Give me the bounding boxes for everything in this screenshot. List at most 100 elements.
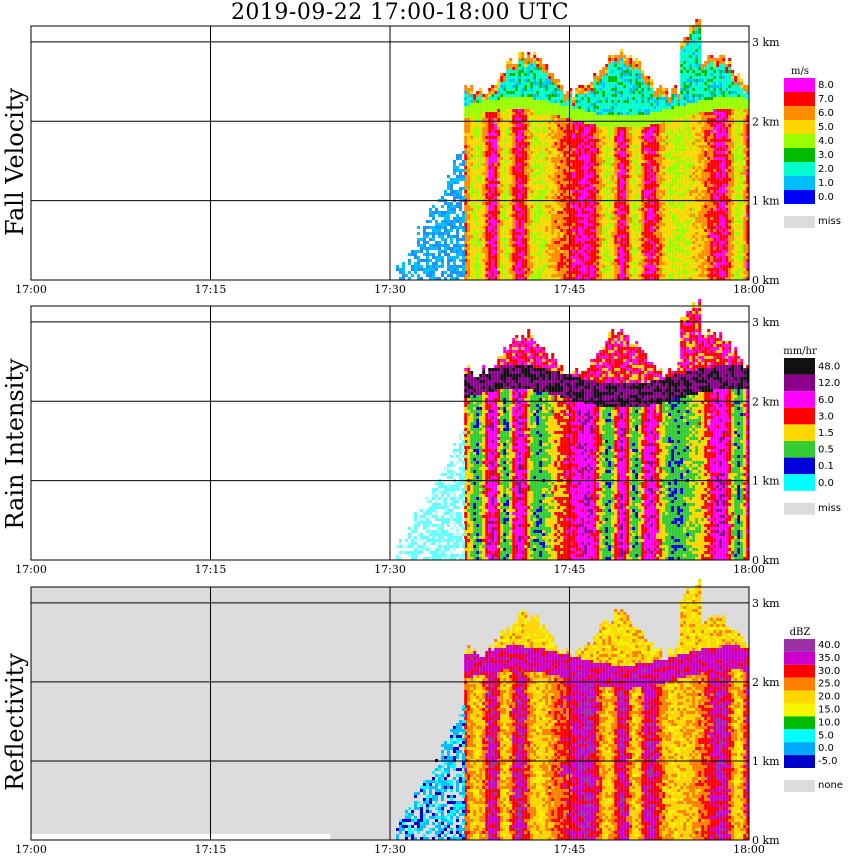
x-tick-label: 17:45 — [554, 563, 586, 576]
colorbar-label: 0.0 — [818, 192, 834, 203]
colorbar-swatch — [784, 162, 815, 176]
colorbar: dBZ 40.0 35.0 30.0 25.0 20.0 15.010.0 5.0 0.0 -5.… — [784, 627, 843, 792]
surface-clear-strip — [31, 834, 331, 840]
colorbar-swatch — [784, 690, 815, 704]
x-tick-label: 18:00 — [733, 843, 765, 856]
colorbar-label: 3.0 — [818, 150, 834, 161]
colorbar-swatch — [784, 374, 815, 392]
colorbar-missing-swatch — [784, 780, 815, 792]
colorbar-missing-label: miss — [818, 503, 841, 514]
x-tick-label: 17:45 — [554, 283, 586, 296]
x-tick-label: 17:15 — [195, 563, 227, 576]
colorbar-swatch — [784, 639, 815, 652]
colorbar-label: 10.0 — [818, 717, 840, 728]
colorbar-swatch — [784, 742, 815, 756]
colorbar-missing-label: miss — [818, 216, 841, 227]
y-tick-label: 0 km — [752, 274, 780, 287]
colorbar-label: 35.0 — [818, 653, 840, 664]
colorbar-label: 5.0 — [818, 730, 834, 741]
colorbar-missing-label: none — [818, 780, 843, 791]
colorbar-swatch — [784, 106, 815, 120]
y-tick-label: 3 km — [752, 597, 780, 610]
colorbar-swatch — [784, 441, 815, 458]
colorbar-label: 8.0 — [818, 80, 834, 91]
colorbar-label: 1.5 — [818, 428, 834, 439]
colorbar-label: 0.1 — [818, 461, 834, 472]
colorbar-label: 15.0 — [818, 705, 840, 716]
colorbar-label: 40.0 — [818, 640, 840, 651]
colorbar-swatch — [784, 716, 815, 730]
x-tick-label: 17:15 — [195, 283, 227, 296]
colorbar-swatch — [784, 190, 815, 204]
colorbar-swatch — [784, 474, 815, 491]
colorbar-swatch — [784, 703, 815, 717]
colorbar-swatch — [784, 407, 815, 425]
colorbar-swatch — [784, 755, 815, 768]
x-tick-label: 17:00 — [15, 563, 47, 576]
colorbar-swatch — [784, 677, 815, 691]
y-tick-label: 2 km — [752, 676, 780, 689]
y-tick-label: 1 km — [752, 475, 780, 488]
y-tick-label: 0 km — [752, 554, 780, 567]
panel-frame — [30, 586, 750, 841]
colorbar-swatch — [784, 176, 815, 190]
x-tick-label: 17:30 — [374, 283, 406, 296]
x-tick-label: 18:00 — [733, 283, 765, 296]
data-field — [395, 19, 750, 280]
colorbar-label: 2.0 — [818, 164, 834, 175]
x-tick-label: 17:15 — [195, 843, 227, 856]
colorbar-swatch — [784, 729, 815, 743]
colorbar-label: 5.0 — [818, 122, 834, 133]
colorbar: m/s 8.0 7.0 6.0 5.0 4.0 3.0 2.0 1.0 0.0 miss — [784, 66, 841, 228]
colorbar-swatch — [784, 92, 815, 106]
colorbar-label: 25.0 — [818, 679, 840, 690]
y-tick-label: 2 km — [752, 115, 780, 128]
panel-rain-intensity: 17:00 17:15 17:30 17:45 18:000 km 1 km 2 km 3 k… — [15, 299, 841, 576]
colorbar-label: 0.5 — [818, 445, 834, 456]
colorbar-swatch — [784, 391, 815, 408]
x-tick-label: 17:45 — [554, 843, 586, 856]
figure-title: 2019-09-22 17:00-18:00 UTC — [0, 0, 800, 25]
colorbar-swatch — [784, 148, 815, 162]
colorbar-swatch — [784, 120, 815, 134]
panel-reflectivity: 17:00 17:15 17:30 17:45 18:000 km 1 km 2 km 3 k… — [15, 579, 843, 856]
panel-fall-velocity: 17:00 17:15 17:30 17:45 18:000 km 1 km 2 km 3 k… — [15, 19, 841, 296]
colorbar-unit: dBZ — [790, 627, 811, 638]
panel-frame — [30, 25, 750, 281]
colorbar-label: 1.0 — [818, 178, 834, 189]
colorbar-swatch — [784, 134, 815, 148]
data-field — [395, 579, 750, 840]
data-field — [395, 299, 750, 560]
colorbar-label: -5.0 — [818, 756, 838, 767]
colorbar-label: 6.0 — [818, 108, 834, 119]
colorbar-label: 0.0 — [818, 743, 834, 754]
colorbar-label: 20.0 — [818, 692, 840, 703]
colorbar-missing-swatch — [784, 502, 815, 515]
colorbar-label: 0.0 — [818, 478, 834, 489]
colorbar-swatch — [784, 78, 815, 92]
x-tick-label: 17:00 — [15, 843, 47, 856]
y-tick-label: 1 km — [752, 755, 780, 768]
colorbar-swatch — [784, 457, 815, 475]
colorbar-label: 4.0 — [818, 136, 834, 147]
colorbar-unit: m/s — [791, 66, 809, 77]
colorbar-swatch — [784, 424, 815, 441]
x-tick-label: 17:00 — [15, 283, 47, 296]
x-tick-label: 18:00 — [733, 563, 765, 576]
y-tick-label: 3 km — [752, 316, 780, 329]
colorbar-swatch — [784, 651, 815, 665]
colorbar-label: 12.0 — [818, 378, 840, 389]
x-tick-label: 17:30 — [374, 563, 406, 576]
colorbar-label: 48.0 — [818, 362, 840, 373]
colorbar-label: 30.0 — [818, 666, 840, 677]
colorbar-missing-swatch — [784, 216, 815, 228]
panel-frame — [30, 305, 750, 561]
colorbar-label: 3.0 — [818, 411, 834, 422]
x-tick-label: 17:30 — [374, 843, 406, 856]
colorbar-label: 7.0 — [818, 94, 834, 105]
colorbar-label: 6.0 — [818, 395, 834, 406]
colorbar-swatch — [784, 664, 815, 678]
